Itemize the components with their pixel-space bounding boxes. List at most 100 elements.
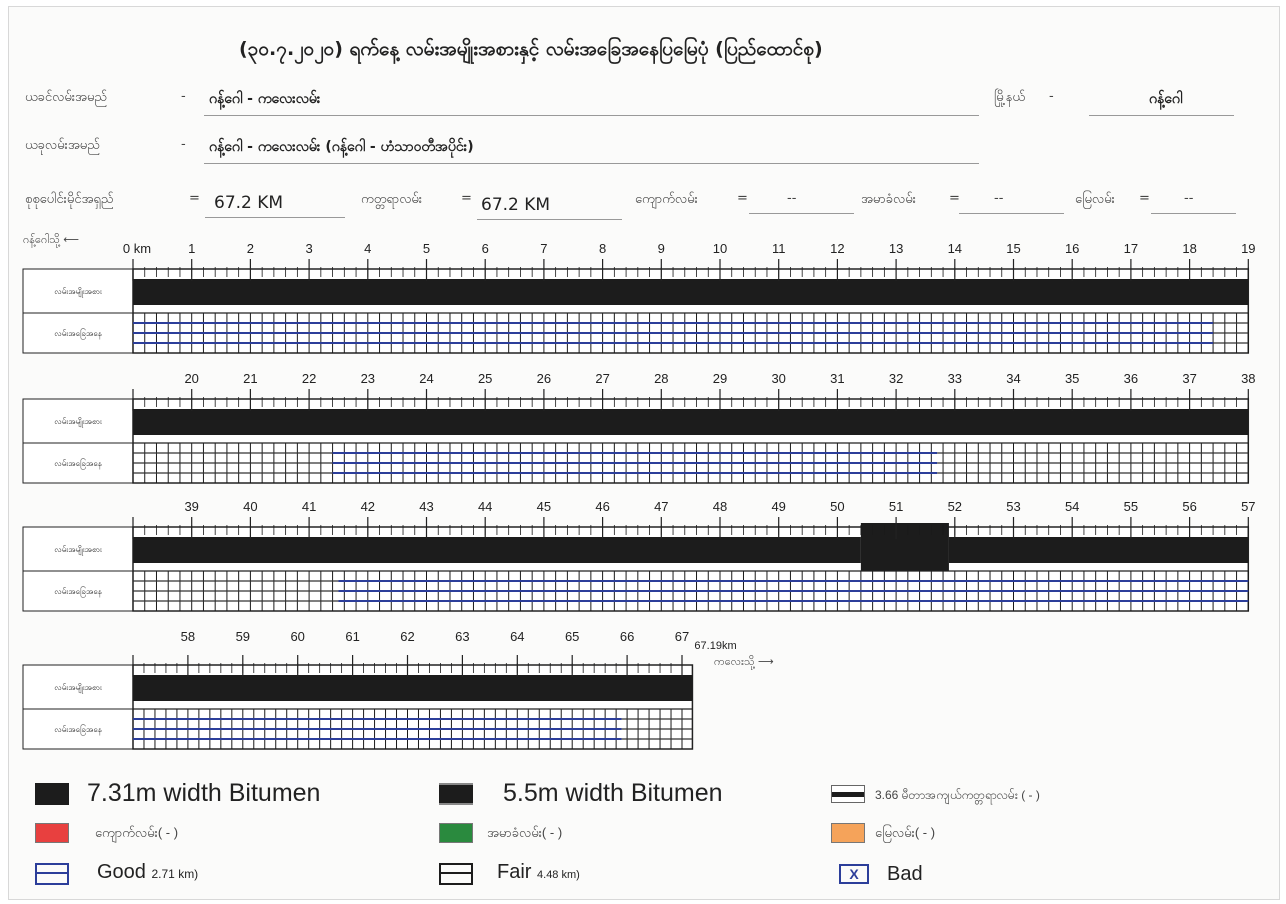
new-road-name-value: ဂန့်ဂေါ - ကလေးလမ်း (ဂန့်ဂေါ - ဟံသာဝတီအပိ… [209,139,474,155]
km-tick-label: 26 [537,371,551,386]
km-tick-label: 8 [599,241,606,256]
legend-swatch-good [35,863,69,885]
road-name-value: ဂန့်ဂေါ - ကလေးလမ်း [209,91,321,107]
km-tick-label: 52 [948,499,962,514]
km-tick-label: 41 [302,499,316,514]
soil-label: မြေလမ်း [1075,192,1115,207]
total-length-value: 67.2 KM [214,193,284,213]
separator: = [1139,191,1150,206]
arrow-right-icon: ⟶ [757,655,774,668]
legend-text-bitumen-366: 3.66 မီတာအကျယ်ကတ္တရာလမ်း ( - ) [875,788,1040,802]
city-line [1089,115,1234,116]
km-tick-label: 60 [290,629,304,644]
bitumen-value: 67.2 KM [481,195,551,215]
row-label-type: လမ်းအမျိုးအစား [54,416,103,428]
km-end-label: 67.19km [694,640,736,652]
bitumen-label: ကတ္တရာလမ်း [361,192,423,207]
row-label-condition: လမ်းအခြေအနေ [54,724,102,736]
km-tick-label: 49 [771,499,785,514]
km-tick-label: 53 [1006,499,1020,514]
total-length-line [205,217,345,218]
row-label-cell-condition [22,312,134,354]
legend-fair-sub: 4.48 km) [537,869,580,881]
km-tick-label: 30 [771,371,785,386]
km-tick-label: 32 [889,371,903,386]
legend-text-fair: Fair 4.48 km) [497,861,580,884]
km-tick-label: 61 [345,629,359,644]
km-tick-label: 51 [889,499,903,514]
km-tick-label: 56 [1182,499,1196,514]
km-tick-label: 6 [482,241,489,256]
new-road-name-line [204,163,979,164]
city-value: ဂန့်ဂေါ [1149,91,1183,107]
km-tick-label: 63 [455,629,469,644]
km-tick-label: 12 [830,241,844,256]
row-label-type: လမ်းအမျိုးအစား [54,682,103,694]
km-tick-label: 18 [1182,241,1196,256]
legend-swatch-bitumen-366 [831,785,865,803]
bitumen-bar-5-5m [133,279,1249,305]
km-tick-label: 67 [675,629,689,644]
gravel-line [749,213,854,214]
earth-value: -- [994,191,1004,206]
soil-value: -- [1184,191,1194,206]
row-label-type: လမ်းအမျိုးအစား [54,286,103,298]
km-tick-label: 45 [537,499,551,514]
separator: - [181,137,186,152]
km-tick-label: 11 [772,241,786,256]
road-name-line [204,115,979,116]
legend-swatch-bitumen-731 [35,783,69,805]
bitumen-bar-5-5m [133,675,693,701]
km-tick-label: 17 [1124,241,1138,256]
km-tick-label: 3 [305,241,312,256]
separator: - [1049,89,1054,104]
bitumen-bar-5-5m [133,537,861,563]
km-tick-label: 4 [364,241,371,256]
km-tick-label: 15 [1006,241,1020,256]
end-label: ကလေးသို့ [714,655,755,668]
strip-map-sheet: (၃၀.၇.၂၀၂၀) ရက်နေ့ လမ်းအမျိုးအစားနှင့် လ… [8,6,1280,900]
new-road-name-label: ယခုလမ်းအမည် [25,138,100,153]
km-tick-label: 34 [1006,371,1020,386]
bitumen-bar-5-5m [948,537,1249,563]
km-tick-label: 21 [243,371,257,386]
bitumen-line [477,219,622,220]
km-tick-label: 37 [1182,371,1196,386]
legend-text-gravel: ကျောက်လမ်း( - ) [95,825,179,840]
legend-text-soil: မြေလမ်း( - ) [875,825,936,840]
road-strip-diagram: လမ်းအမျိုးအစားလမ်းအခြေအနေ0 km 1 2 3 4 5 6 7 8 9 10… [22,241,1256,750]
row-label-cell-type [22,398,134,444]
legend-swatch-earth [439,823,473,843]
km-tick-label: 47 [654,499,668,514]
km-tick-label: 23 [361,371,375,386]
gravel-label: ကျောက်လမ်း [635,192,698,207]
separator: = [949,191,960,206]
km-tick-label: 2 [247,241,254,256]
km-tick-label: 22 [302,371,316,386]
km-tick-label: 46 [595,499,609,514]
km-tick-label: 40 [243,499,257,514]
row-label-condition: လမ်းအခြေအနေ [54,458,102,470]
row-label-cell-condition [22,442,134,484]
legend-text-bitumen-55: 5.5m width Bitumen [503,779,723,807]
legend-swatch-gravel [35,823,69,843]
km-tick-label: 10 [713,241,727,256]
legend-good-sub: 2.71 km) [151,867,199,881]
page-title: (၃၀.၇.၂၀၂၀) ရက်နေ့ လမ်းအမျိုးအစားနှင့် လ… [239,38,823,60]
earth-label: အမာခံလမ်း [861,192,916,207]
km-tick-label: 57 [1241,499,1255,514]
km-tick-label: 55 [1124,499,1138,514]
city-label: မြို့နယ် [994,90,1025,105]
legend-swatch-bitumen-55 [439,783,473,805]
km-tick-label: 54 [1065,499,1079,514]
km-tick-label: 62 [400,629,414,644]
legend-text-good: Good 2.71 km) [97,861,198,884]
km-tick-label: 5 [423,241,430,256]
row-label-condition: လမ်းအခြေအနေ [54,328,102,340]
km-tick-label: 50 [830,499,844,514]
legend-text-bad: Bad [887,863,923,885]
km-tick-label: 29 [713,371,727,386]
separator: = [189,191,200,206]
start-direction-label: ဂန့်ဂေါသို့ ⟵ [23,233,79,249]
end-direction-label: ကလေးသို့ ⟶ [714,655,774,671]
